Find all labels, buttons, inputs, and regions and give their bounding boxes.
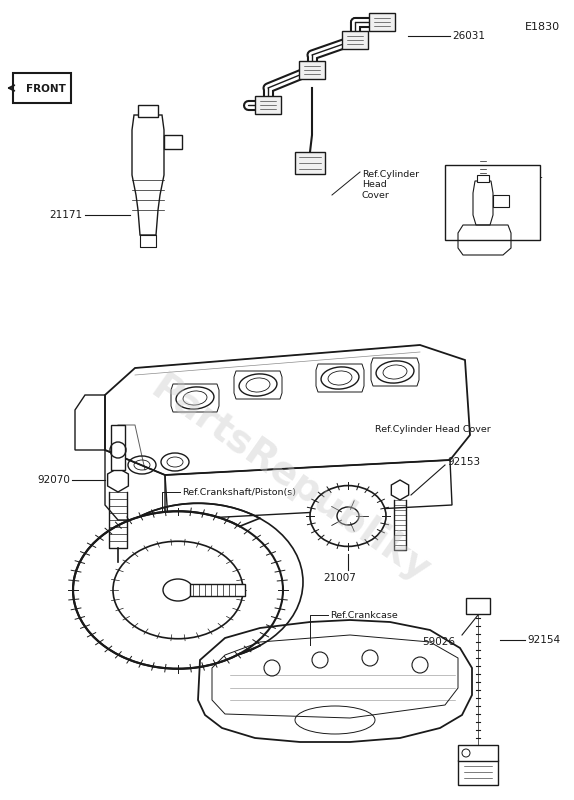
Bar (111, 425, 125, 470)
Text: 92154: 92154 (527, 635, 560, 645)
Text: PartsRepubliky: PartsRepubliky (144, 370, 437, 590)
Bar (138, 105, 158, 117)
Bar (445, 165, 540, 240)
Bar (369, 13, 395, 31)
Ellipse shape (337, 507, 359, 525)
Text: Ref.Cylinder
Head
Cover: Ref.Cylinder Head Cover (362, 170, 419, 200)
Text: 92171: 92171 (510, 170, 543, 180)
Bar (493, 195, 509, 207)
Text: Ref.Cylinder Head Cover: Ref.Cylinder Head Cover (375, 426, 491, 434)
Text: FRONT: FRONT (26, 84, 66, 94)
Text: 59026: 59026 (422, 637, 455, 647)
FancyBboxPatch shape (13, 73, 71, 103)
Ellipse shape (73, 511, 283, 669)
Bar (255, 96, 281, 114)
Bar (295, 152, 325, 174)
Bar (190, 584, 245, 596)
Text: Ref.Crankshaft/Piston(s): Ref.Crankshaft/Piston(s) (182, 487, 296, 497)
Bar (342, 31, 368, 49)
Text: 26031: 26031 (452, 31, 485, 41)
Ellipse shape (113, 542, 243, 638)
Bar (458, 760, 498, 785)
Text: 21171: 21171 (49, 210, 82, 220)
Text: Ref.Crankcase: Ref.Crankcase (330, 610, 398, 619)
Ellipse shape (310, 486, 386, 546)
Text: 21007: 21007 (324, 573, 356, 583)
Bar (458, 745, 498, 761)
Bar (299, 61, 325, 79)
Bar (477, 175, 489, 182)
Ellipse shape (163, 579, 193, 601)
Text: 92070: 92070 (37, 475, 70, 485)
Text: E1830: E1830 (525, 22, 560, 32)
Text: 92153: 92153 (447, 457, 480, 467)
Bar (466, 598, 490, 614)
Bar (164, 135, 182, 149)
